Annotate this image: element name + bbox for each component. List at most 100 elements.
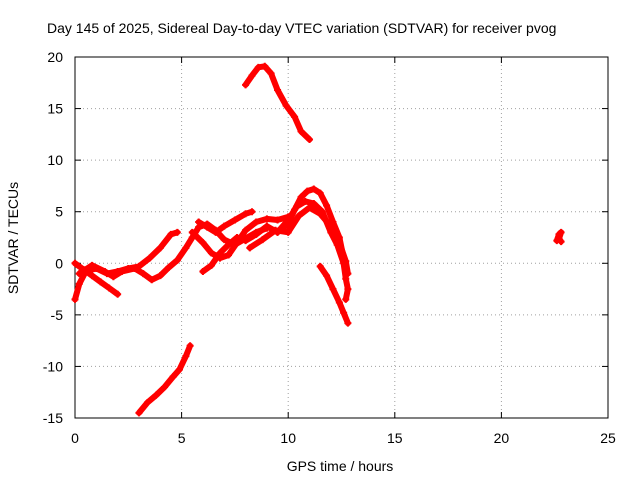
data-point — [233, 234, 241, 241]
data-point — [252, 230, 260, 238]
data-point — [344, 319, 352, 327]
y-tick-label: 0 — [55, 255, 63, 271]
data-point — [88, 272, 96, 280]
data-point — [323, 202, 331, 210]
data-point — [329, 285, 337, 293]
data-point — [246, 244, 254, 252]
data-point — [199, 239, 207, 247]
data-point — [342, 257, 350, 265]
data-point — [175, 366, 183, 374]
data-point — [225, 251, 233, 259]
data-point — [252, 218, 260, 226]
data-point — [259, 236, 267, 244]
data-point — [248, 72, 256, 80]
data-point — [306, 204, 314, 212]
data-point — [242, 237, 250, 245]
plot-frame — [74, 56, 609, 419]
data-point — [301, 197, 309, 205]
data-point — [182, 352, 190, 360]
x-tick-label: 25 — [600, 430, 616, 446]
y-axis-label: SDTVAR / TECUs — [5, 182, 21, 294]
data-point — [231, 216, 239, 224]
data-point — [156, 244, 164, 252]
data-point — [242, 81, 250, 89]
data-point — [88, 261, 96, 269]
data-point — [310, 199, 318, 207]
data-point — [284, 228, 292, 236]
data-point — [165, 263, 173, 271]
data-point — [152, 391, 160, 399]
data-point — [225, 241, 233, 249]
data-point — [173, 256, 181, 264]
x-tick-label: 15 — [387, 430, 403, 446]
data-point — [118, 268, 126, 276]
data-point — [220, 222, 228, 230]
data-point — [271, 226, 279, 234]
data-point — [261, 62, 269, 70]
data-series — [71, 62, 565, 417]
data-point — [254, 63, 262, 71]
x-axis-label: GPS time / hours — [287, 458, 394, 474]
data-point — [186, 342, 194, 350]
data-point — [146, 254, 154, 262]
data-point — [293, 203, 301, 211]
data-point — [274, 216, 282, 224]
x-tick-labels: 0 5 10 15 20 25 — [71, 430, 616, 446]
data-point — [267, 70, 275, 78]
data-point — [195, 218, 203, 226]
data-point — [207, 249, 215, 257]
data-point — [297, 127, 305, 135]
data-point — [310, 185, 318, 193]
data-point — [344, 270, 352, 278]
y-tick-label: 20 — [47, 49, 63, 65]
data-point — [263, 215, 271, 223]
data-point — [335, 239, 343, 247]
data-point — [105, 284, 113, 292]
data-point — [75, 270, 83, 278]
data-point — [297, 193, 305, 201]
data-point — [274, 86, 282, 94]
data-point — [344, 285, 352, 293]
data-point — [207, 261, 215, 269]
y-tick-label: -15 — [43, 410, 63, 426]
data-point — [295, 212, 303, 220]
y-tick-label: -10 — [43, 358, 63, 374]
data-point — [167, 230, 175, 238]
x-tick-label: 20 — [494, 430, 510, 446]
data-point — [169, 373, 177, 381]
data-point — [316, 210, 324, 218]
data-point — [139, 270, 147, 278]
data-point — [97, 278, 105, 286]
data-point — [248, 208, 256, 216]
data-point — [131, 264, 139, 272]
data-point — [306, 136, 314, 144]
data-point — [161, 383, 169, 391]
tick-marks — [74, 56, 609, 419]
data-point — [323, 272, 331, 280]
series-arc-mid-d — [274, 198, 351, 303]
data-point — [342, 275, 350, 283]
x-tick-label: 10 — [280, 430, 296, 446]
data-point — [71, 259, 79, 267]
y-tick-label: 10 — [47, 152, 63, 168]
y-tick-labels: -15 -10 -5 0 5 10 15 20 — [43, 49, 63, 426]
data-point — [220, 236, 228, 244]
data-point — [71, 295, 79, 303]
data-point — [216, 249, 224, 257]
x-tick-label: 5 — [178, 430, 186, 446]
data-point — [316, 189, 324, 197]
data-point — [335, 298, 343, 306]
y-tick-label: -5 — [51, 307, 64, 323]
data-point — [75, 280, 83, 288]
data-point — [557, 238, 565, 246]
data-point — [109, 273, 117, 281]
data-point — [101, 268, 109, 276]
data-point — [284, 216, 292, 224]
data-point — [282, 101, 290, 109]
data-point — [148, 276, 156, 284]
data-point — [114, 290, 122, 298]
data-point — [135, 409, 143, 417]
data-point — [203, 223, 211, 231]
x-tick-label: 0 — [71, 430, 79, 446]
